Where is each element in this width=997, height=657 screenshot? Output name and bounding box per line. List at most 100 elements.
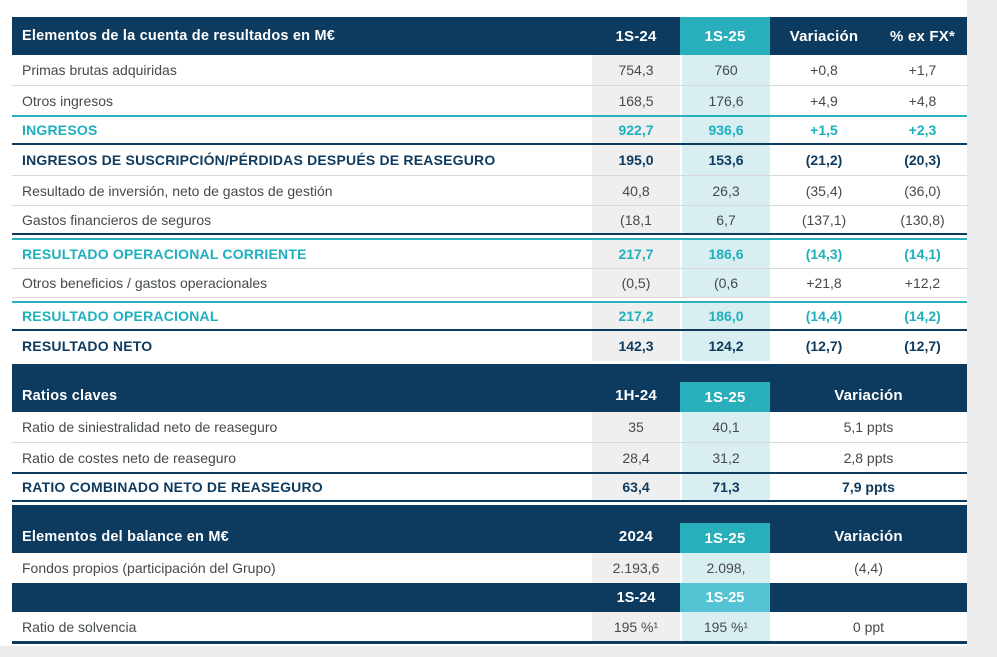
column-header-highlighted: 1S-25 xyxy=(680,17,770,55)
cell-value: 2.098, xyxy=(680,553,770,583)
table-key-ratios: Ratios claves 1H-24 1S-25 Variación Ratio de… xyxy=(12,364,967,502)
cell-value: (20,3) xyxy=(904,152,941,168)
cell-value: 153,6 xyxy=(680,145,770,175)
cell-value: 754,3 xyxy=(592,55,680,85)
cell-value: 195 %¹ xyxy=(592,612,680,641)
table-row: Primas brutas adquiridas 754,3 760 +0,8 +1,7 xyxy=(12,55,967,85)
cell-value: +21,8 xyxy=(806,275,842,291)
table-row: Otros ingresos 168,5 176,6 +4,9 +4,8 xyxy=(12,85,967,115)
cell-value: 142,3 xyxy=(592,331,680,361)
cell-value: (21,2) xyxy=(805,152,843,168)
row-label: Resultado de inversión, neto de gastos d… xyxy=(22,182,333,199)
cell-value: (12,7) xyxy=(904,338,941,354)
row-label: Ratio de siniestralidad neto de reasegur… xyxy=(22,419,278,435)
cell-value: 40,8 xyxy=(592,176,680,205)
cell-value: +4,8 xyxy=(908,92,937,109)
column-header-highlighted: 1S-25 xyxy=(680,382,770,412)
row-label: Ratio de solvencia xyxy=(22,618,137,635)
cell-value: +12,2 xyxy=(904,275,941,291)
cell-value: (18,1 xyxy=(592,206,680,233)
table-row: Otros beneficios / gastos operacionales (… xyxy=(12,268,967,298)
table-balance-sheet: Elementos del balance en M€ 2024 1S-25 Vari… xyxy=(12,505,967,644)
cell-value: +0,8 xyxy=(810,62,838,78)
cell-value: (14,1) xyxy=(904,246,941,262)
row-label: RESULTADO OPERACIONAL xyxy=(22,308,219,324)
cell-value: (130,8) xyxy=(900,211,945,228)
cell-value xyxy=(770,583,967,612)
column-header: 2024 xyxy=(618,528,654,545)
cell-value: 760 xyxy=(680,55,770,85)
table-row: Ratio de solvencia 195 %¹ 195 %¹ 0 ppt xyxy=(12,612,967,644)
table-row: Ratio de costes neto de reaseguro 28,4 31,… xyxy=(12,442,967,472)
cell-value: 186,0 xyxy=(680,303,770,329)
row-label: Fondos propios (participación del Grupo) xyxy=(22,560,276,576)
column-header: % ex FX* xyxy=(890,27,955,45)
page-bottom-margin xyxy=(0,646,997,657)
table-row: RESULTADO OPERACIONAL 217,2 186,0 (14,4) (14… xyxy=(12,301,967,331)
table-row: INGRESOS 922,7 936,6 +1,5 +2,3 xyxy=(12,115,967,145)
cell-value: (137,1) xyxy=(801,211,847,228)
cell-value: 40,1 xyxy=(680,412,770,442)
cell-value: 0 ppt xyxy=(852,618,885,635)
table-row: INGRESOS DE SUSCRIPCIÓN/PÉRDIDAS DESPUÉS… xyxy=(12,145,967,175)
cell-value: 7,9 ppts xyxy=(842,479,895,495)
cell-value: +1,5 xyxy=(810,122,838,138)
cell-value: 71,3 xyxy=(680,474,770,500)
row-label: Otros ingresos xyxy=(22,92,114,109)
cell-value: 217,7 xyxy=(592,240,680,268)
row-label: RATIO COMBINADO NETO DE REASEGURO xyxy=(22,479,323,495)
row-label: INGRESOS DE SUSCRIPCIÓN/PÉRDIDAS DESPUÉS… xyxy=(22,152,496,168)
cell-value: (14,2) xyxy=(904,308,941,324)
table-title: Elementos de la cuenta de resultados en … xyxy=(22,28,335,44)
cell-value: 63,4 xyxy=(592,474,680,500)
table-row: RATIO COMBINADO NETO DE REASEGURO 63,4 71,… xyxy=(12,472,967,502)
cell-value: (12,7) xyxy=(805,338,843,354)
table-header-row: Elementos de la cuenta de resultados en … xyxy=(12,17,967,55)
financial-results-report: Elementos de la cuenta de resultados en … xyxy=(12,17,967,644)
table-row: Ratio de siniestralidad neto de reasegur… xyxy=(12,412,967,442)
table-row: Gastos financieros de seguros (18,1 6,7 (13… xyxy=(12,205,967,235)
cell-value: 176,6 xyxy=(680,86,770,115)
cell-value: 2,8 ppts xyxy=(843,449,894,466)
row-label xyxy=(12,583,592,612)
cell-value: 1S-24 xyxy=(592,583,680,612)
cell-value: 28,4 xyxy=(592,443,680,472)
cell-value: (35,4) xyxy=(805,182,843,199)
cell-value: 124,2 xyxy=(680,331,770,361)
table-row: Resultado de inversión, neto de gastos d… xyxy=(12,175,967,205)
cell-value: 6,7 xyxy=(680,206,770,233)
cell-value: 26,3 xyxy=(680,176,770,205)
row-label: Ratio de costes neto de reaseguro xyxy=(22,449,237,466)
cell-value: 31,2 xyxy=(680,443,770,472)
column-header: 1S-24 xyxy=(615,27,657,45)
cell-value: 922,7 xyxy=(592,117,680,143)
cell-value: (4,4) xyxy=(854,560,883,576)
row-label: RESULTADO NETO xyxy=(22,338,153,354)
column-header: Variación xyxy=(834,387,903,404)
cell-value: (14,4) xyxy=(805,308,843,324)
cell-value: (0,6 xyxy=(680,269,770,297)
row-label: Primas brutas adquiridas xyxy=(22,62,177,78)
column-header: Variación xyxy=(789,27,859,45)
column-header-highlighted: 1S-25 xyxy=(680,523,770,553)
cell-value: +4,9 xyxy=(810,92,838,109)
cell-value: 186,6 xyxy=(680,240,770,268)
column-header: Variación xyxy=(834,528,903,545)
table-header-row: Elementos del balance en M€ 2024 1S-25 Vari… xyxy=(12,505,967,553)
table-title: Elementos del balance en M€ xyxy=(22,529,229,545)
row-label: INGRESOS xyxy=(22,122,98,138)
table-row: Fondos propios (participación del Grupo)… xyxy=(12,553,967,583)
cell-value: (14,3) xyxy=(805,246,843,262)
cell-value: +1,7 xyxy=(908,62,937,78)
cell-value: 5,1 ppts xyxy=(843,419,894,435)
row-label: Gastos financieros de seguros xyxy=(22,211,212,228)
cell-value: 936,6 xyxy=(680,117,770,143)
cell-value: +2,3 xyxy=(908,122,937,138)
cell-value: (36,0) xyxy=(904,182,941,199)
cell-value: (0,5) xyxy=(592,269,680,297)
cell-value: 35 xyxy=(592,412,680,442)
table-header-row: Ratios claves 1H-24 1S-25 Variación xyxy=(12,364,967,412)
cell-value: 2.193,6 xyxy=(592,553,680,583)
page-right-margin xyxy=(967,0,997,657)
